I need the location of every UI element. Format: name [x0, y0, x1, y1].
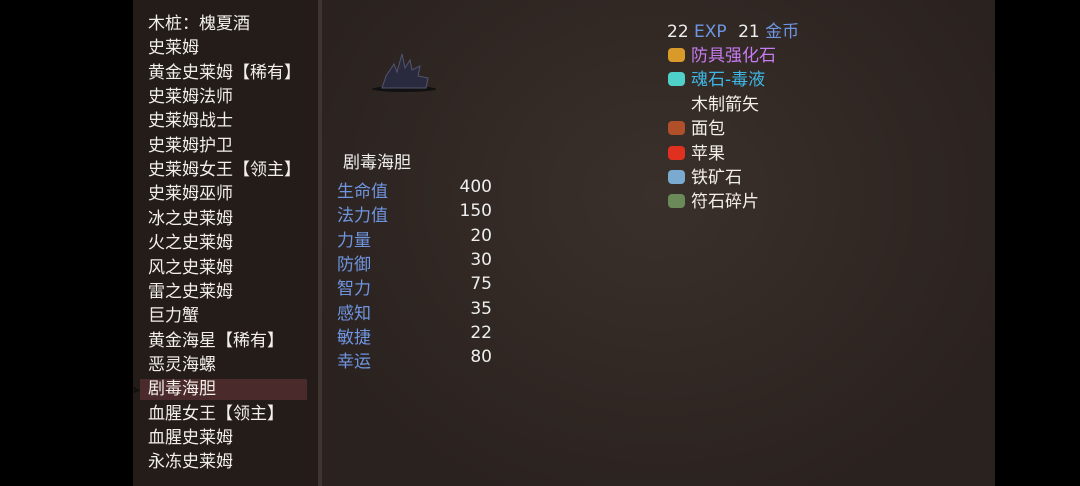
drop-item: 苹果 — [668, 139, 725, 164]
monster-list-item[interactable]: 史莱姆巫师 — [148, 184, 233, 205]
monster-list-item[interactable]: 史莱姆法师 — [148, 87, 233, 108]
iron-ore-icon — [668, 170, 685, 184]
drop-item-name: 防具强化石 — [691, 46, 776, 66]
gold-label: 金币 — [765, 22, 800, 42]
stat-label: 法力值 — [337, 206, 388, 227]
monster-list-item[interactable]: 风之史莱姆 — [148, 257, 233, 278]
stat-label: 幸运 — [337, 352, 371, 373]
stat-value: 30 — [470, 249, 492, 270]
selection-cursor-icon: ➤ — [131, 383, 142, 397]
monster-list-item[interactable]: 黄金史莱姆【稀有】 — [148, 62, 301, 83]
detail-panel — [322, 0, 995, 486]
arrow-icon — [668, 97, 685, 111]
drop-item: 木制箭矢 — [668, 90, 759, 115]
rune-shard-icon — [668, 194, 685, 209]
bread-icon — [668, 121, 685, 136]
monster-list-item[interactable]: 史莱姆 — [148, 38, 199, 59]
monster-list-item[interactable]: 血腥女王【领主】 — [148, 403, 284, 424]
drop-item: 魂石-毒液 — [668, 65, 765, 90]
stat-label: 生命值 — [337, 182, 388, 202]
stat-value: 75 — [470, 274, 492, 295]
drop-item-name: 符石碎片 — [691, 192, 759, 213]
monster-list-item[interactable]: 木桩：槐夏酒 — [148, 14, 250, 34]
stat-label: 敏捷 — [337, 327, 371, 348]
stat-value: 35 — [470, 298, 492, 319]
monster-list-item[interactable]: 恶灵海螺 — [148, 354, 216, 375]
monster-name: 剧毒海胆 — [343, 153, 411, 173]
stat-value: 22 — [470, 322, 492, 343]
monster-list-item[interactable]: 雷之史莱姆 — [148, 281, 233, 302]
monster-list-item[interactable]: 血腥史莱姆 — [148, 427, 233, 448]
selected-row-highlight — [140, 379, 307, 400]
gold-value: 21 — [738, 22, 760, 42]
drop-item: 面包 — [668, 114, 725, 139]
drop-item: 铁矿石 — [668, 163, 742, 188]
drop-item: 防具强化石 — [668, 41, 776, 66]
soulstone-icon — [668, 72, 685, 87]
drop-item: 符石碎片 — [668, 187, 759, 212]
stat-label: 力量 — [337, 230, 371, 251]
exp-label: EXP — [694, 22, 727, 42]
stat-label: 智力 — [337, 279, 371, 300]
monster-list-panel — [133, 0, 318, 486]
exp-value: 22 — [667, 22, 689, 42]
stat-label: 防御 — [337, 254, 371, 275]
drop-item-name: 苹果 — [691, 143, 725, 164]
monster-list-item[interactable]: 史莱姆女王【领主】 — [148, 160, 301, 181]
sea-urchin-sprite — [372, 53, 436, 92]
drop-item-name: 魂石-毒液 — [691, 70, 766, 91]
monster-list-item[interactable]: 黄金海星【稀有】 — [148, 330, 284, 351]
gold-gem-icon — [668, 48, 685, 62]
panel-divider — [318, 0, 322, 486]
reward-summary: 22 EXP 21 金币 — [667, 17, 799, 42]
drop-item-name: 铁矿石 — [691, 168, 742, 188]
stat-value: 20 — [470, 225, 492, 246]
monster-list-item[interactable]: 史莱姆战士 — [148, 111, 233, 132]
stat-value: 400 — [459, 177, 492, 197]
monster-list-item[interactable]: 剧毒海胆 — [148, 379, 216, 400]
stat-label: 感知 — [337, 303, 371, 324]
drop-item-name: 面包 — [691, 119, 725, 140]
stat-value: 80 — [470, 347, 492, 368]
monster-list-item[interactable]: 巨力蟹 — [148, 306, 199, 327]
monster-list-item[interactable]: 永冻史莱姆 — [148, 452, 233, 473]
stat-value: 150 — [459, 201, 492, 222]
monster-list-item[interactable]: 史莱姆护卫 — [148, 135, 233, 156]
monster-list-item[interactable]: 火之史莱姆 — [148, 233, 233, 254]
apple-icon — [668, 145, 685, 160]
drop-item-name: 木制箭矢 — [691, 94, 759, 115]
monster-list-item[interactable]: 冰之史莱姆 — [148, 208, 233, 229]
